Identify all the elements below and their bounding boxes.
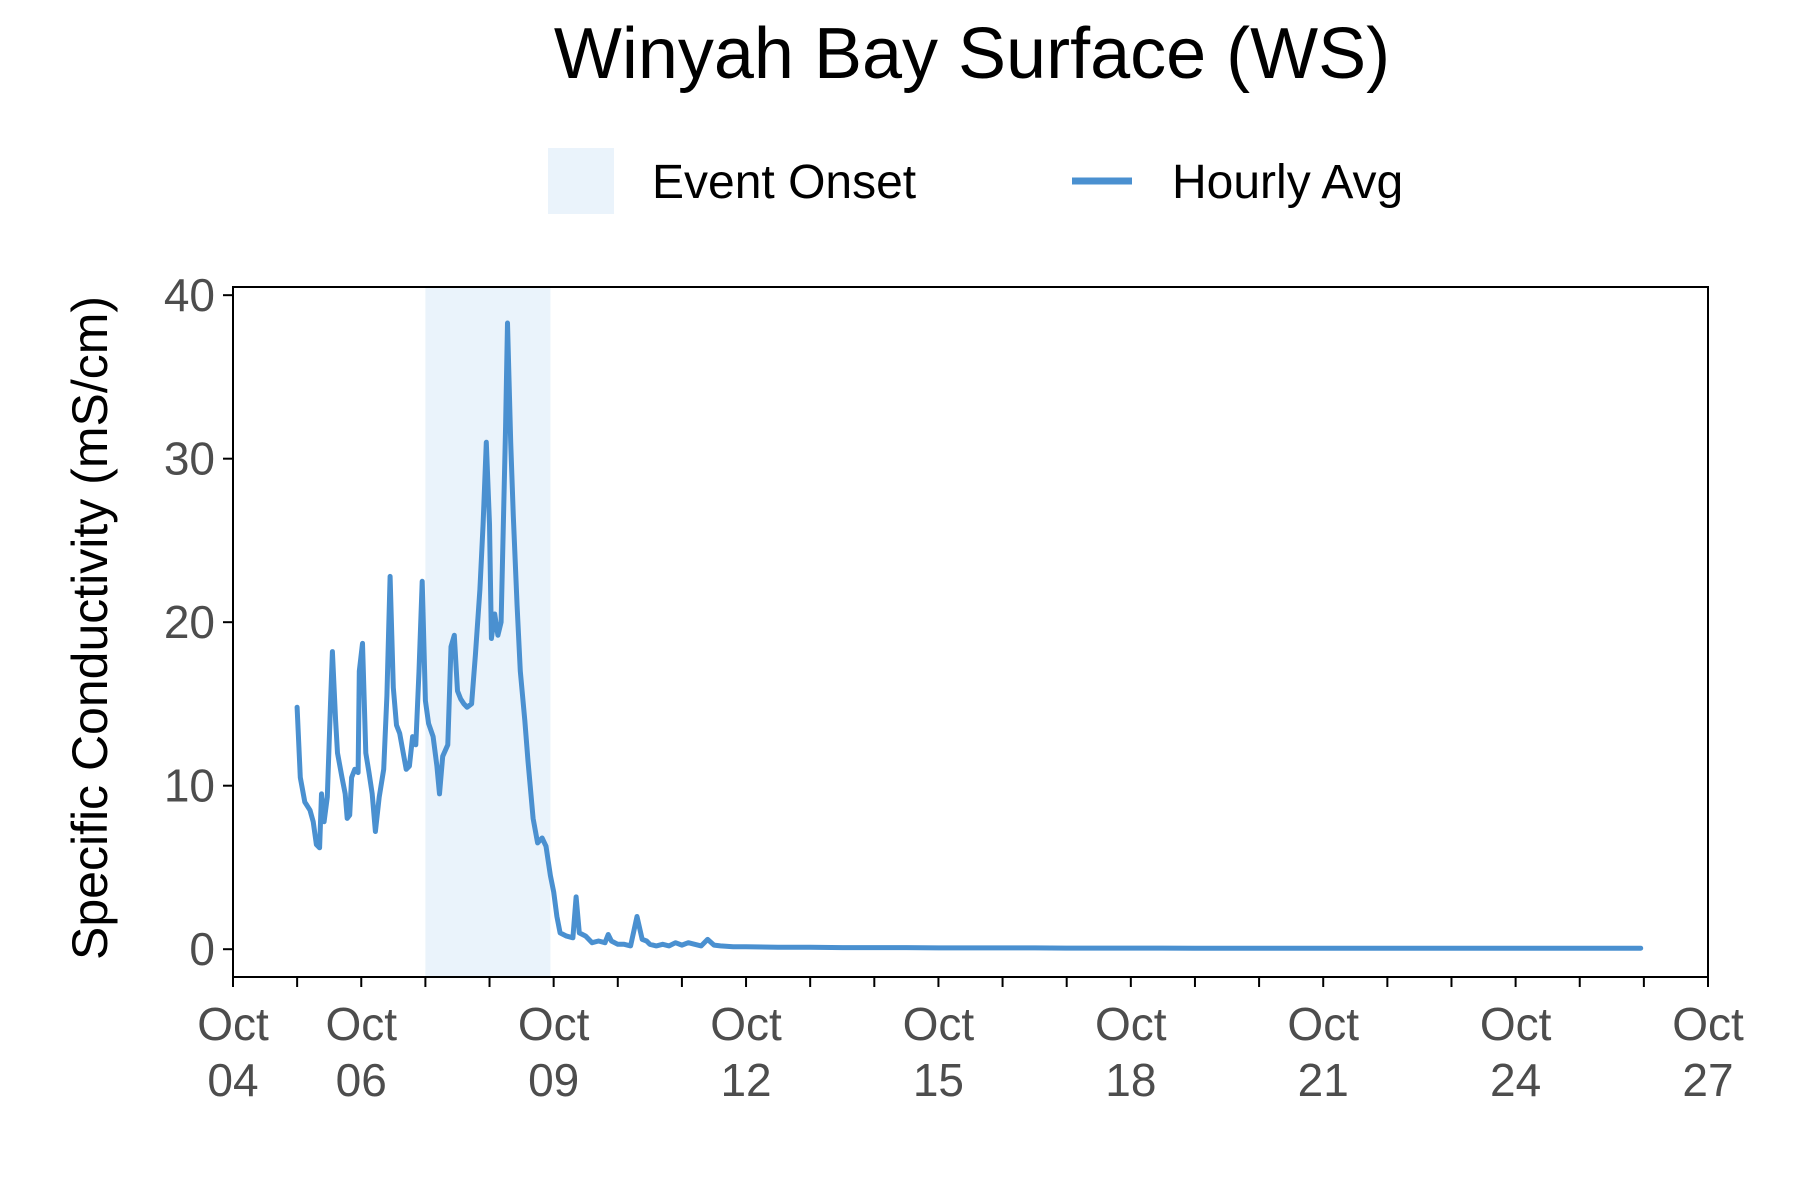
- y-tick-label: 30: [164, 433, 215, 485]
- chart-title: Winyah Bay Surface (WS): [554, 14, 1390, 94]
- y-axis: 0 10 20 30 40: [164, 269, 233, 975]
- legend-event-onset-label: Event Onset: [652, 156, 916, 209]
- y-tick-label: 40: [164, 269, 215, 321]
- y-tick-label: 20: [164, 596, 215, 648]
- legend: Event Onset Hourly Avg: [548, 148, 1403, 214]
- y-tick-label: 0: [189, 923, 215, 975]
- plot-area: [232, 286, 1709, 978]
- x-tick-label: Oct 09: [518, 998, 590, 1106]
- legend-event-onset-swatch: [548, 148, 614, 214]
- x-tick-label: Oct 15: [903, 998, 975, 1106]
- x-axis: Oct 04 Oct 06 Oct 09 Oct 12 Oct 15 Oct 18 Oct 21 Oct 24…: [197, 977, 1744, 1106]
- x-tick-label: Oct 12: [710, 998, 782, 1106]
- legend-hourly-avg-label: Hourly Avg: [1172, 156, 1403, 209]
- x-tick-label: Oct 18: [1095, 998, 1167, 1106]
- x-tick-label: Oct 21: [1287, 998, 1359, 1106]
- series-line-hourly-avg: [294, 320, 1644, 951]
- event-onset-band: [425, 287, 551, 977]
- x-tick-label: Oct 04: [197, 998, 269, 1106]
- x-tick-label: Oct 24: [1480, 998, 1552, 1106]
- y-tick-label: 10: [164, 760, 215, 812]
- x-tick-label: Oct 27: [1672, 998, 1744, 1106]
- x-tick-label: Oct 06: [325, 998, 397, 1106]
- y-axis-title: Specific Conductivity (mS/cm): [62, 296, 118, 960]
- panel-border: [232, 286, 1709, 978]
